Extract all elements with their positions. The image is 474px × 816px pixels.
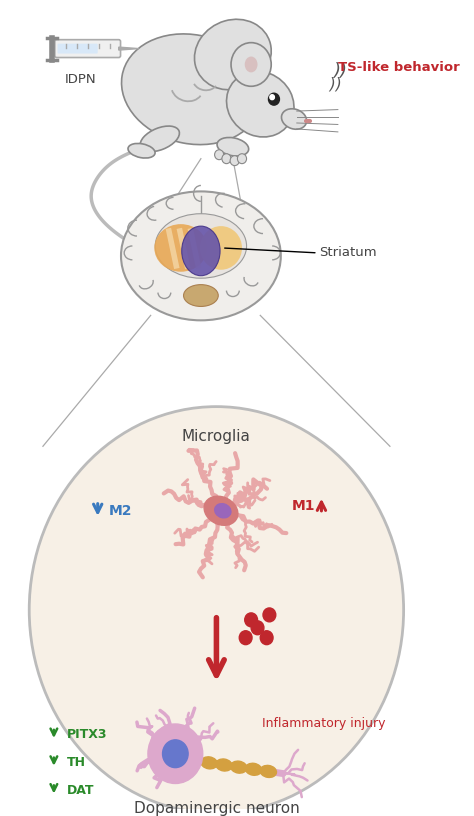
Polygon shape (118, 47, 139, 50)
Ellipse shape (194, 20, 271, 90)
Ellipse shape (230, 761, 247, 774)
Circle shape (215, 150, 224, 160)
Circle shape (163, 740, 188, 768)
Text: )): )) (319, 77, 341, 91)
Ellipse shape (200, 226, 242, 270)
Text: PITX3: PITX3 (67, 729, 107, 742)
Text: M1: M1 (292, 499, 316, 512)
Ellipse shape (282, 109, 307, 129)
Text: DAT: DAT (67, 784, 94, 797)
FancyBboxPatch shape (57, 43, 98, 54)
Ellipse shape (245, 56, 257, 73)
Text: Inflammatory injury: Inflammatory injury (262, 717, 385, 730)
Ellipse shape (121, 34, 262, 144)
Circle shape (245, 613, 257, 627)
Ellipse shape (260, 765, 276, 778)
Ellipse shape (215, 503, 231, 518)
Ellipse shape (140, 126, 180, 152)
Circle shape (222, 153, 231, 164)
Text: )): )) (333, 62, 347, 81)
Ellipse shape (182, 226, 220, 276)
Circle shape (268, 93, 280, 105)
Ellipse shape (227, 71, 294, 137)
Circle shape (263, 608, 276, 622)
FancyBboxPatch shape (55, 40, 120, 57)
Ellipse shape (217, 137, 249, 156)
Circle shape (251, 621, 264, 635)
Text: TS-like behavior: TS-like behavior (338, 61, 460, 74)
Ellipse shape (128, 144, 155, 158)
Circle shape (270, 95, 274, 100)
Circle shape (29, 406, 404, 814)
Text: Dopaminergic neuron: Dopaminergic neuron (134, 800, 299, 816)
Ellipse shape (155, 214, 246, 278)
Ellipse shape (216, 759, 232, 771)
Ellipse shape (121, 192, 281, 321)
Circle shape (239, 631, 252, 645)
Text: IDPN: IDPN (64, 73, 96, 86)
Text: Microglia: Microglia (182, 429, 251, 444)
Ellipse shape (204, 496, 238, 526)
Text: Striatum: Striatum (319, 246, 377, 259)
Ellipse shape (201, 756, 217, 769)
Circle shape (230, 156, 239, 166)
Ellipse shape (246, 763, 262, 775)
Circle shape (148, 724, 203, 783)
Text: TH: TH (67, 756, 86, 769)
Circle shape (260, 631, 273, 645)
Circle shape (231, 42, 271, 86)
Text: M2: M2 (109, 503, 132, 518)
Ellipse shape (183, 285, 218, 307)
Ellipse shape (155, 224, 207, 272)
Circle shape (237, 153, 246, 164)
